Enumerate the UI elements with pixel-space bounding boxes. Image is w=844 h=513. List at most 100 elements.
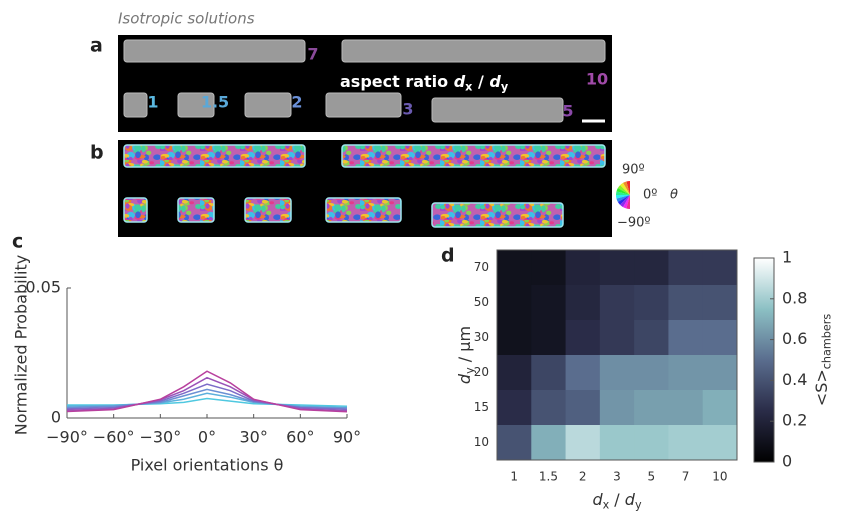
- heatmap-cell: [565, 320, 601, 356]
- chamber: [325, 92, 402, 118]
- series-line: [66, 370, 348, 413]
- label-part: /: [472, 71, 489, 90]
- colorbar-tick-label: 0.8: [782, 288, 807, 307]
- label-part: d: [625, 489, 636, 508]
- aspect-ratio-label: 10: [586, 70, 608, 89]
- y-tick-label: 10: [474, 435, 489, 449]
- heatmap-cell: [599, 390, 635, 426]
- aspect-ratio-label: 3: [402, 100, 413, 119]
- colorbar-tick-label: 0.6: [782, 329, 807, 348]
- heatmap-cell: [599, 250, 635, 286]
- aspect-ratio-label: 5: [562, 102, 573, 121]
- heatmap-cell: [668, 250, 704, 286]
- heatmap-cell: [599, 355, 635, 391]
- chamber-orientation: [123, 144, 306, 168]
- wheel-wedge: [616, 191, 630, 195]
- heatmap-cell: [497, 320, 532, 356]
- heatmap-cell: [497, 355, 532, 391]
- y-axis-label: dy / μm: [454, 326, 476, 384]
- heatmap-cell: [668, 425, 704, 461]
- wheel-wedge: [616, 188, 630, 195]
- heatmap-cell: [702, 250, 738, 286]
- heatmap-cell: [634, 320, 669, 356]
- heatmap-cell: [599, 320, 635, 356]
- heatmap-cell: [565, 355, 601, 391]
- heatmap-cell: [634, 425, 669, 461]
- label-part: <S>: [812, 369, 831, 406]
- heatmap-cell: [531, 425, 567, 461]
- panel-label: b: [90, 142, 104, 164]
- aspect-ratio-caption: aspect ratio dx / dy: [340, 71, 509, 93]
- y-tick-label: 0.05: [25, 278, 61, 297]
- wheel-wedge: [626, 181, 630, 195]
- aspect-ratio-label: 7: [307, 45, 318, 64]
- x-tick-label: 60°: [286, 428, 314, 447]
- chamber: [244, 92, 292, 118]
- heatmap-cell: [565, 425, 601, 461]
- x-axis-label: dx / dy: [592, 489, 642, 511]
- colorbar-tick-label: 0.4: [782, 370, 807, 389]
- heatmap-cell: [668, 390, 704, 426]
- x-tick-label: −60°: [93, 428, 135, 447]
- colorbar-tick-label: 0.2: [782, 411, 807, 430]
- wheel-wedge: [623, 195, 630, 209]
- heatmap-cell: [531, 390, 567, 426]
- colorbar: [753, 257, 775, 463]
- x-tick-label: 0°: [198, 428, 216, 447]
- y-tick-label: 30: [474, 330, 489, 344]
- plot-frame: [496, 249, 738, 461]
- wheel-wedge: [626, 195, 630, 209]
- chamber-orientation: [244, 197, 292, 223]
- label-part: x: [603, 498, 610, 511]
- heatmap-cell: [497, 285, 532, 321]
- label-part: d: [455, 373, 474, 384]
- x-tick-label: 10: [712, 470, 727, 484]
- x-tick-label: 3: [613, 470, 621, 484]
- x-tick-label: −30°: [139, 428, 181, 447]
- wheel-label: −90º: [617, 216, 651, 231]
- colorbar-label: <S>chambers: [812, 314, 834, 407]
- heatmap-cell: [565, 285, 601, 321]
- label-part: /: [609, 489, 625, 508]
- x-tick-label: 2: [579, 470, 587, 484]
- chamber-orientation: [431, 202, 564, 228]
- label-part: d: [454, 72, 466, 91]
- y-tick-label: 15: [474, 400, 489, 414]
- aspect-ratio-label: 1.5: [201, 93, 229, 112]
- heatmap-cell: [634, 390, 669, 426]
- x-tick-label: 7: [682, 470, 690, 484]
- heatmap-cell: [634, 250, 669, 286]
- wheel-label: 0º: [643, 188, 657, 203]
- heatmap-cell: [599, 285, 635, 321]
- chamber: [123, 92, 148, 118]
- label-part: / μm: [454, 326, 473, 367]
- chamber-orientation: [177, 197, 215, 223]
- wheel-label: θ: [670, 188, 678, 203]
- y-tick-label: 20: [474, 365, 489, 379]
- y-tick-label: 70: [474, 260, 489, 274]
- heatmap-cell: [497, 425, 532, 461]
- label-part: y: [635, 498, 642, 511]
- wheel-label: 90º: [622, 163, 645, 178]
- label-part: y: [463, 367, 476, 374]
- wheel-wedge: [617, 195, 630, 205]
- x-tick-label: 1: [510, 470, 518, 484]
- label-part: x: [465, 80, 473, 93]
- label-part: d: [489, 71, 501, 90]
- chamber: [431, 97, 564, 123]
- heatmap-cell: [599, 425, 635, 461]
- label-part: chambers: [820, 314, 833, 370]
- wheel-wedge: [617, 185, 630, 195]
- panel-label: c: [12, 231, 23, 253]
- chamber: [341, 39, 606, 63]
- panel-label: d: [441, 245, 455, 267]
- heatmap-cell: [531, 355, 567, 391]
- heatmap-cell: [702, 285, 738, 321]
- heatmap-cell: [634, 285, 669, 321]
- x-axis-label: Pixel orientations θ: [131, 456, 284, 475]
- chamber-orientation: [341, 144, 606, 168]
- wheel-wedge: [620, 195, 630, 208]
- wheel-wedge: [623, 181, 630, 195]
- heatmap-cell: [531, 285, 567, 321]
